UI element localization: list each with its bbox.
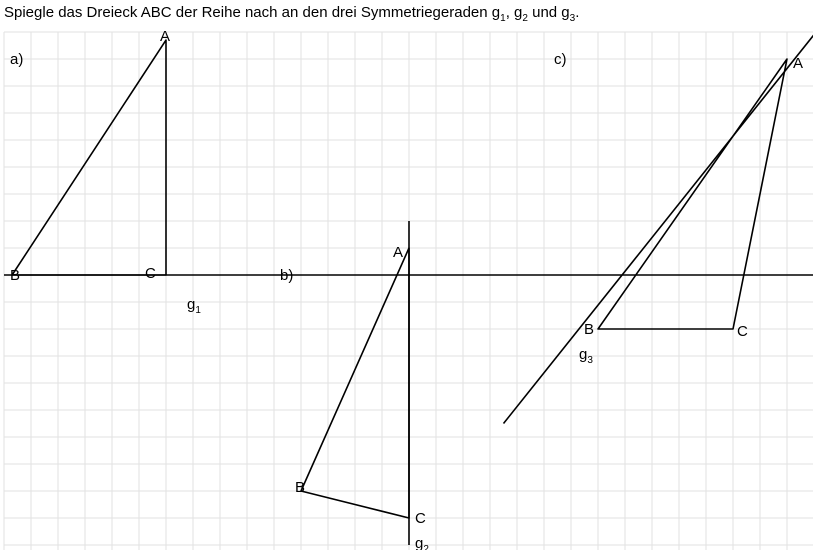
label-c: c) [554,51,567,68]
label-A2: A [393,244,403,261]
geometry-canvas: a) b) c) A B Cg1 A B Cg2 A B Cg3 [0,0,813,550]
label-C2: C [415,510,426,527]
label-B1: B [10,267,20,284]
label-A3: A [793,55,803,72]
label-g1: g1 [187,296,201,316]
label-C3: C [737,323,748,340]
label-a: a) [10,51,23,68]
axis-g3 [504,35,813,424]
label-A1: A [160,28,170,45]
label-b: b) [280,267,293,284]
triangle-a [12,40,166,275]
label-g3: g3 [579,346,593,366]
label-B3: B [584,321,594,338]
label-g2: g2 [415,535,429,550]
label-B2: B [295,479,305,496]
label-C1: C [145,265,156,282]
